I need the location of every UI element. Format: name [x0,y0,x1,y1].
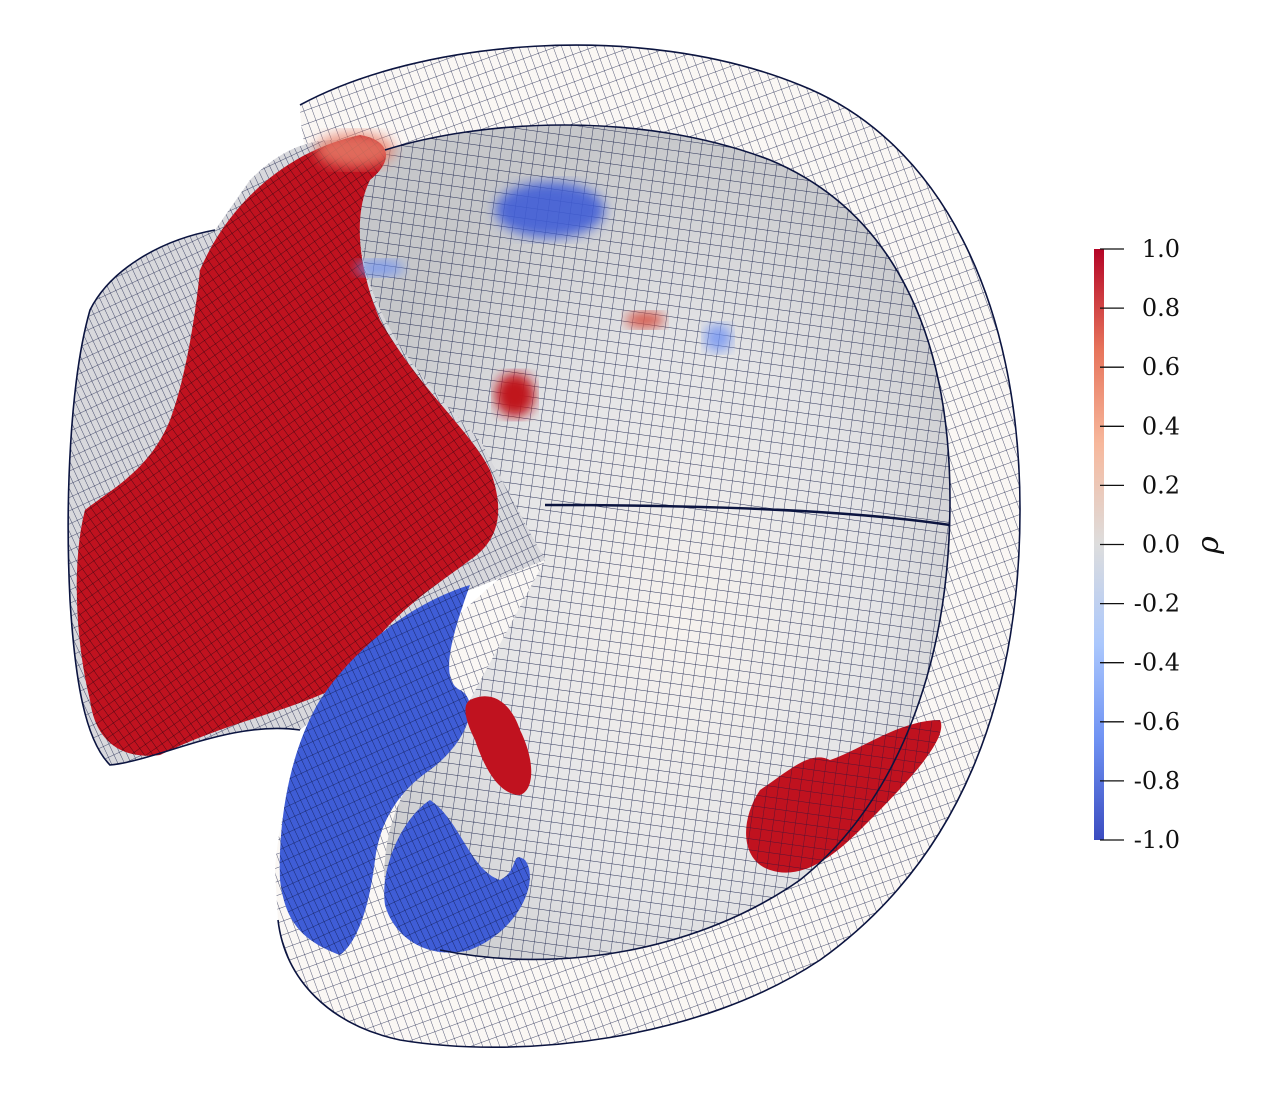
colorbar-tick-label: -0.6 [1134,708,1180,736]
colorbar-tick-label: -1.0 [1134,826,1180,854]
colorbar-tick-label: 0.6 [1142,353,1180,381]
surface-patches [355,182,942,873]
colorbar-tick-label: 0.2 [1142,471,1180,499]
negative-region-bottom [279,585,530,955]
colorbar-tick-label: -0.2 [1134,590,1180,618]
colorbar-title: ρ [1191,536,1226,555]
colorbar-tick-label: 0.0 [1142,531,1180,559]
positive-region-left [76,132,499,756]
colorbar-tick-label: 1.0 [1142,235,1180,263]
colorbar-tick-label: -0.8 [1134,767,1180,795]
colorbar-ticks: 1.0 0.8 0.6 0.4 0.2 0.0 -0.2 -0.4 -0.6 -0.8 -1.0 [1100,235,1180,854]
colorbar-tick-label: -0.4 [1134,649,1180,677]
colorbar-gradient [1094,249,1104,840]
shell-outline [67,44,1021,1049]
colorbar-tick-label: 0.4 [1142,412,1180,440]
colorbar-tick-label: 0.8 [1142,294,1180,322]
colorbar: 1.0 0.8 0.6 0.4 0.2 0.0 -0.2 -0.4 -0.6 -0.8 -1.0 ρ [1094,235,1226,854]
